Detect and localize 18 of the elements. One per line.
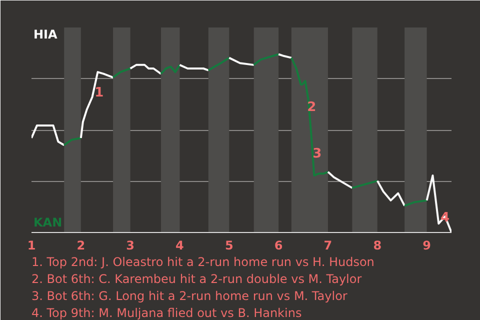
text: 1. Top 2nd: J. Oleastro hit a 2-run home run vs H. Hudson (32, 255, 374, 269)
x-tick-label: 5 (224, 238, 234, 252)
x-tick-label: 4 (176, 238, 184, 252)
annotation: 3 (312, 146, 322, 162)
x-tick-label: 7 (324, 238, 332, 252)
text: 2. Bot 6th: C. Karembeu hit a 2-run double vs M. Taylor (32, 272, 362, 286)
x-tick-label: 9 (422, 238, 431, 252)
x-tick-label: 1 (27, 238, 36, 252)
text: HIA (34, 28, 58, 42)
text: 4. Top 9th: M. Muljana flied out vs B. Hankins (32, 306, 302, 320)
x-tick-label: 2 (76, 238, 86, 252)
annotation: 2 (307, 100, 316, 115)
annotation: 1 (94, 86, 104, 101)
annotation: KAN (34, 216, 62, 230)
x-tick-label: 3 (126, 238, 135, 252)
x-tick-label: 8 (373, 238, 382, 252)
text: 3. Bot 6th: G. Long hit a 2-run home run vs M. Taylor (32, 289, 348, 303)
x-tick-label: 6 (274, 238, 283, 252)
